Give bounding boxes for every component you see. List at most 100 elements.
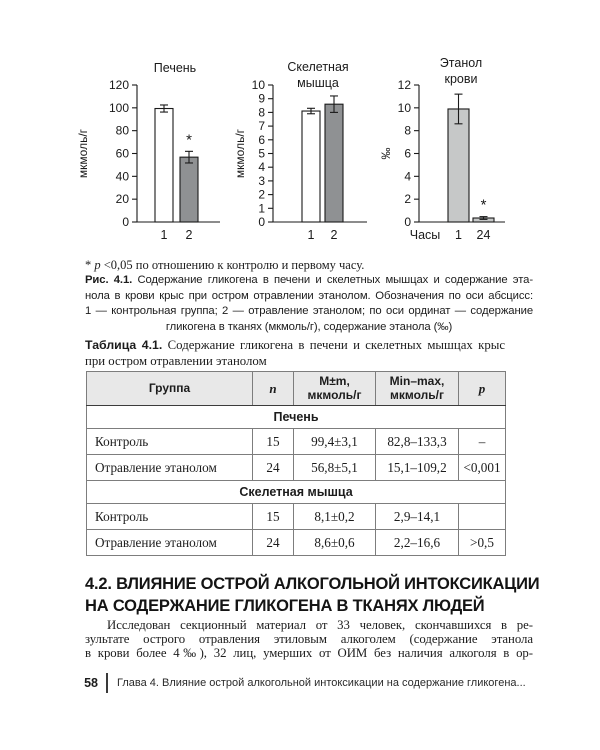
cell-n: 24 bbox=[252, 529, 294, 556]
table-caption-label: Таблица 4.1. bbox=[85, 338, 163, 352]
x-category-label: 1 bbox=[455, 228, 462, 242]
footnote-p-symbol: p bbox=[94, 258, 101, 272]
cell-minmax: 15,1–109,2 bbox=[375, 454, 459, 481]
y-tick-label: 2 bbox=[404, 192, 411, 206]
header-p: p bbox=[458, 371, 506, 406]
footnote-star: * bbox=[85, 258, 92, 272]
header-group: Группа bbox=[86, 371, 253, 406]
table-row: Отравление этанолом 24 8,6±0,6 2,2–16,6 … bbox=[86, 529, 506, 556]
cell-mean: 56,8±5,1 bbox=[293, 454, 376, 481]
cell-p bbox=[458, 503, 506, 530]
cell-p: >0,5 bbox=[458, 529, 506, 556]
body-paragraph: Исследован секционный материал от 33 чел… bbox=[85, 619, 533, 661]
figure-caption-line-1: Рис. 4.1. Содержание гликогена в печени … bbox=[85, 273, 533, 289]
bar bbox=[324, 103, 344, 223]
table-caption: Таблица 4.1. Содержание гликогена в пече… bbox=[85, 338, 505, 369]
figure-caption-label: Рис. 4.1. bbox=[85, 274, 133, 286]
y-tick-label: 1 bbox=[258, 201, 265, 215]
header-minmax: Min–max, мкмоль/г bbox=[375, 371, 459, 406]
y-axis-label: мкмоль/г bbox=[76, 128, 90, 178]
paragraph-line: зультате острого отравления этиловым алк… bbox=[85, 632, 533, 646]
y-axis-label: мкмоль/г bbox=[233, 128, 247, 178]
y-tick-label: 3 bbox=[258, 174, 265, 188]
table-caption-line-1: Таблица 4.1. Содержание гликогена в пече… bbox=[85, 338, 505, 354]
table-row: Контроль 15 99,4±3,1 82,8–133,3 – bbox=[86, 428, 506, 455]
cell-group: Отравление этанолом bbox=[86, 529, 253, 556]
y-tick-label: 120 bbox=[109, 78, 129, 92]
y-tick-label: 4 bbox=[404, 169, 411, 183]
y-axis-label: ‰ bbox=[379, 148, 393, 160]
y-tick-label: 10 bbox=[398, 101, 412, 115]
x-category-label: 24 bbox=[477, 228, 491, 242]
table-caption-line-1-text: Содержание гликогена в печени и скелетны… bbox=[167, 338, 505, 352]
section-row-liver: Печень bbox=[86, 405, 506, 429]
y-tick-label: 6 bbox=[404, 147, 411, 161]
y-tick-label: 80 bbox=[116, 124, 130, 138]
figure-caption-line-1-text: Содержание гликогена в печени и скелетны… bbox=[137, 274, 533, 286]
x-category-label: 2 bbox=[186, 228, 193, 242]
chart-liver: Печень 0 20 40 60 80 100 120 мкмоль/г 1 * 2 bbox=[76, 61, 220, 242]
cell-minmax: 2,2–16,6 bbox=[375, 529, 459, 556]
y-tick-label: 12 bbox=[398, 78, 412, 92]
significance-star: * bbox=[186, 131, 192, 148]
y-tick-label: 6 bbox=[258, 133, 265, 147]
figure-caption-line-4: гликогена в тканях (мкмоль/г), содержани… bbox=[165, 321, 453, 334]
significance-star: * bbox=[481, 197, 487, 214]
cell-mean: 8,1±0,2 bbox=[293, 503, 376, 530]
y-tick-label: 100 bbox=[109, 101, 129, 115]
y-tick-label: 8 bbox=[404, 124, 411, 138]
paragraph-line: Исследован секционный материал от 33 чел… bbox=[107, 619, 533, 632]
figure-caption-line-2: нола в крови крыс при остром отравлении … bbox=[85, 289, 533, 302]
section-heading-line-2: НА СОДЕРЖАНИЕ ГЛИКОГЕНА В ТКАНЯХ ЛЮДЕЙ bbox=[85, 596, 485, 615]
header-n: n bbox=[252, 371, 294, 406]
y-tick-label: 8 bbox=[258, 105, 265, 119]
chart-title: Скелетная bbox=[287, 60, 348, 74]
table-header-row: Группа n M±m, мкмоль/г Min–max, мкмоль/г… bbox=[86, 371, 506, 406]
y-tick-label: 5 bbox=[258, 147, 265, 161]
footnote-text: <0,05 по отношению к контролю и первому … bbox=[103, 258, 365, 272]
cell-n: 15 bbox=[252, 503, 294, 530]
y-tick-label: 20 bbox=[116, 192, 130, 206]
y-tick-label: 2 bbox=[258, 188, 265, 202]
cell-mean: 99,4±3,1 bbox=[293, 428, 376, 455]
figure-caption-line-3: 1 — контрольная группа; 2 — отравление э… bbox=[85, 305, 533, 318]
running-title: Глава 4. Влияние острой алкогольной инто… bbox=[117, 677, 526, 689]
table-row: Контроль 15 8,1±0,2 2,9–14,1 bbox=[86, 503, 506, 530]
y-tick-label: 60 bbox=[116, 147, 130, 161]
y-tick-label: 9 bbox=[258, 92, 265, 106]
page-footer: 58 Глава 4. Влияние острой алкогольной и… bbox=[76, 672, 526, 694]
section-heading: 4.2. ВЛИЯНИЕ ОСТРОЙ АЛКОГОЛЬНОЙ ИНТОКСИК… bbox=[85, 574, 540, 617]
chart-title: Этанол bbox=[440, 56, 482, 70]
x-category-label: 2 bbox=[331, 228, 338, 242]
section-heading-line-1: 4.2. ВЛИЯНИЕ ОСТРОЙ АЛКОГОЛЬНОЙ ИНТОКСИК… bbox=[85, 575, 540, 593]
bar bbox=[154, 107, 174, 223]
cell-n: 24 bbox=[252, 454, 294, 481]
x-category-label: 1 bbox=[161, 228, 168, 242]
y-tick-label: 10 bbox=[252, 78, 266, 92]
paragraph-line: в крови более 4‰), 32 лиц, умерших от ОИ… bbox=[85, 646, 533, 660]
header-mean: M±m, мкмоль/г bbox=[293, 371, 376, 406]
cell-p: <0,001 bbox=[458, 454, 506, 481]
table-row: Отравление этанолом 24 56,8±5,1 15,1–109… bbox=[86, 454, 506, 481]
section-row-muscle: Скелетная мышца bbox=[86, 480, 506, 504]
cell-minmax: 2,9–14,1 bbox=[375, 503, 459, 530]
y-tick-label: 4 bbox=[258, 160, 265, 174]
x-category-label: 1 bbox=[308, 228, 315, 242]
chart-title: Печень bbox=[154, 61, 196, 75]
section-title: Печень bbox=[86, 405, 506, 429]
x-axis-prefix-label: Часы bbox=[410, 228, 441, 242]
table-caption-line-2: при остром отравлении этанолом bbox=[85, 353, 267, 368]
y-tick-label: 0 bbox=[404, 215, 411, 229]
cell-mean: 8,6±0,6 bbox=[293, 529, 376, 556]
y-tick-label: 40 bbox=[116, 169, 130, 183]
figure-footnote: * p <0,05 по отношению к контролю и перв… bbox=[85, 258, 533, 272]
cell-minmax: 82,8–133,3 bbox=[375, 428, 459, 455]
y-tick-label: 7 bbox=[258, 119, 265, 133]
bar bbox=[301, 110, 321, 223]
section-title: Скелетная мышца bbox=[86, 480, 506, 504]
cell-group: Отравление этанолом bbox=[86, 454, 253, 481]
chart-title: мышца bbox=[297, 76, 339, 90]
cell-group: Контроль bbox=[86, 503, 253, 530]
